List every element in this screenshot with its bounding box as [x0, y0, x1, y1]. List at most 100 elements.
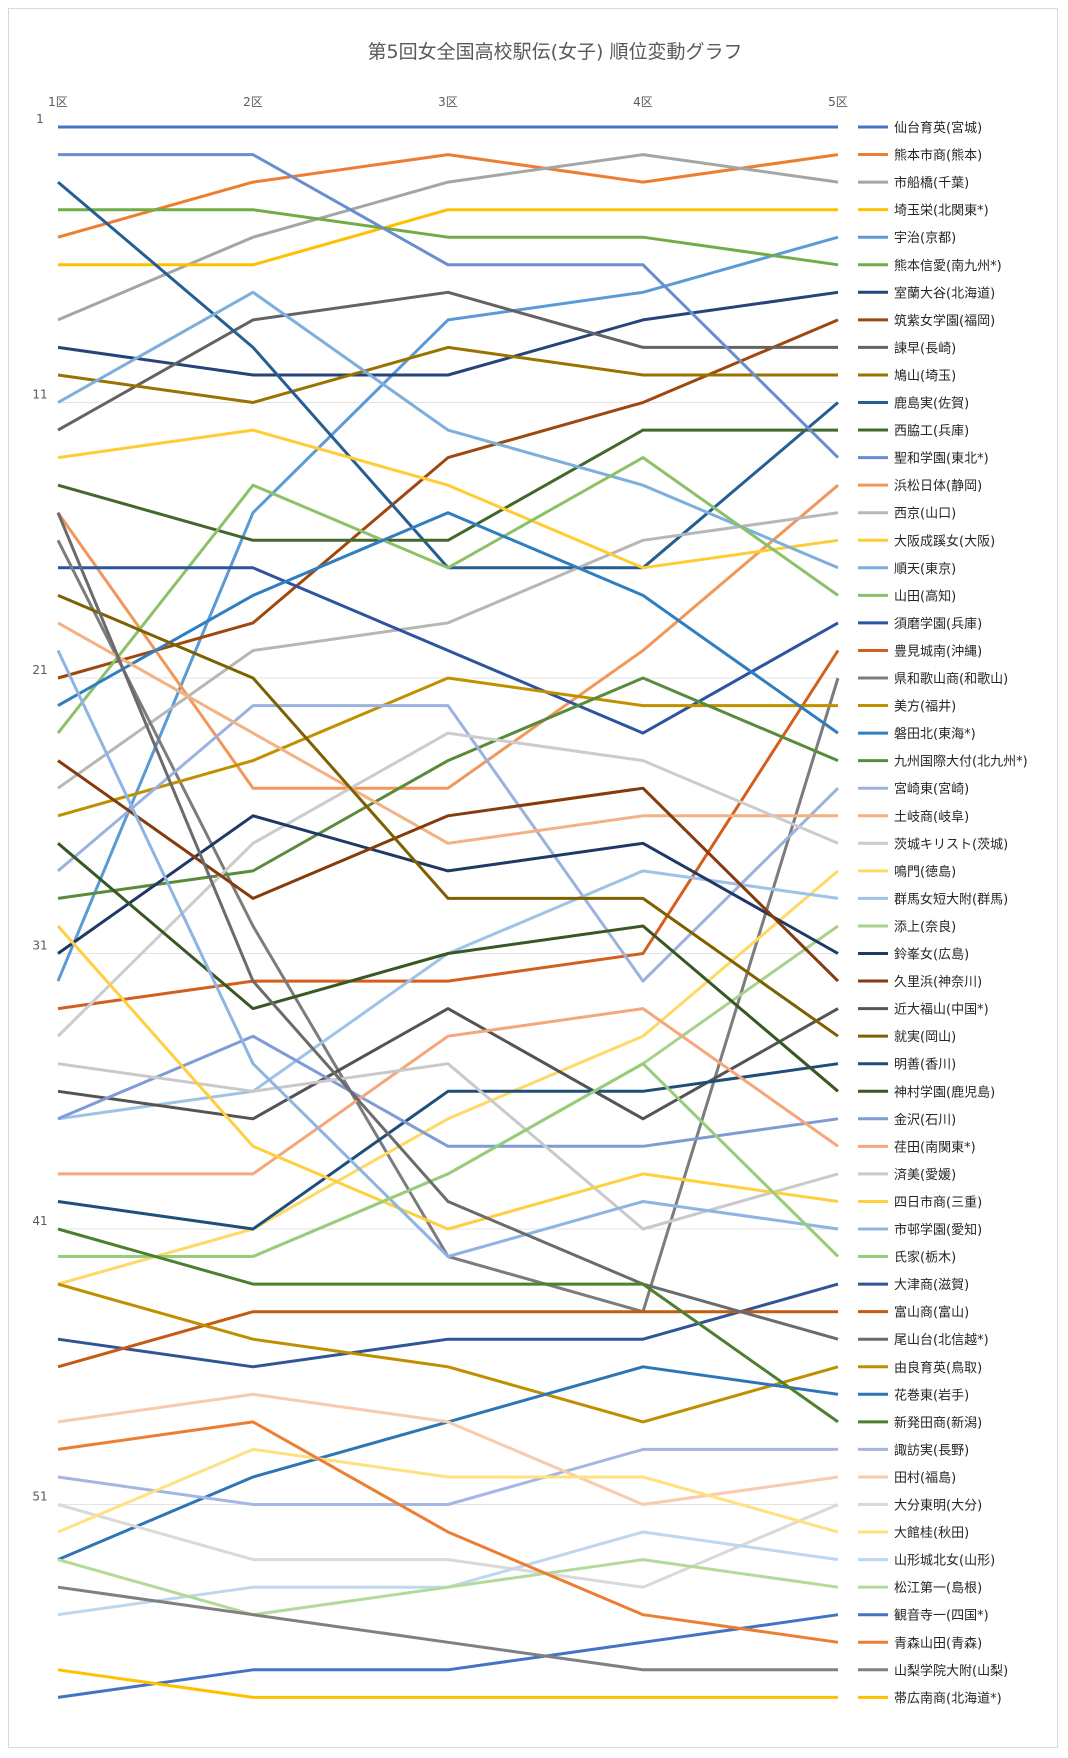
series-line-23: [57, 511, 839, 735]
legend-label: 鳩山(埼玉): [894, 369, 956, 384]
series-line-52: [57, 1447, 839, 1534]
series-line-6: [58, 208, 839, 267]
x-axis-ticks: 1区 2区 3区 4区 5区: [48, 95, 848, 109]
series-line-19: [58, 566, 839, 735]
legend-label: 西脇工(兵庫): [894, 424, 969, 439]
series-line-5: [56, 235, 839, 982]
y-tick-label: 21: [32, 663, 47, 677]
legend: 仙台育英(宮城) 熊本市商(熊本) 市船橋(千葉) 埼玉栄(北関東*) 宇治(京都) 熊本…: [858, 120, 1028, 1706]
series-line-45: [56, 512, 839, 1341]
legend-label: 浜松日体(静岡): [894, 479, 982, 494]
legend-label: 久里浜(神奈川): [894, 975, 982, 990]
legend-label: 宇治(京都): [894, 231, 956, 246]
series-line-56: [57, 1420, 839, 1644]
legend-label: 須磨学園(兵庫): [894, 616, 982, 632]
series-line-26: [57, 621, 838, 845]
series-line-27: [56, 731, 839, 1038]
x-tick-label: 3区: [438, 95, 458, 109]
legend-label: 鳴門(徳島): [894, 865, 956, 880]
legend-label: 青森山田(青森): [894, 1636, 982, 1651]
legend-label: 市邨学園(愛知): [894, 1222, 982, 1238]
series-line-40: [56, 925, 839, 1231]
legend-label: 大分東明(大分): [894, 1498, 982, 1514]
series-line-34: [57, 594, 839, 1038]
legend-label: 山田(高知): [894, 588, 956, 604]
series-line-17: [57, 290, 839, 570]
legend-label: 荏田(南関東*): [894, 1139, 976, 1155]
legend-label: 山形城北女(山形): [894, 1553, 995, 1569]
y-tick-label: 31: [32, 939, 47, 953]
y-tick-label: 1: [36, 112, 44, 126]
chart-title: 第5回女全国高校駅伝(女子) 順位変動グラフ: [368, 41, 743, 63]
series-line-2: [57, 153, 839, 239]
legend-label: 鹿島実(佐賀): [894, 396, 969, 412]
legend-label: 県和歌山商(和歌山): [894, 672, 1008, 687]
legend-label: 筑紫女学園(福岡): [894, 313, 995, 329]
legend-label: 観音寺一(四国*): [894, 1608, 989, 1624]
series-line-25: [57, 704, 840, 983]
x-tick-label: 2区: [243, 95, 263, 109]
series-line-46: [57, 1282, 839, 1424]
series-line-54: [57, 1558, 839, 1617]
legend-label: 新発田商(新潟): [894, 1415, 982, 1431]
series-line-9: [57, 290, 838, 432]
series-line-4: [58, 208, 838, 267]
series-line-38: [58, 1007, 839, 1176]
legend-label: 済美(愛媛): [894, 1167, 956, 1183]
series-line-28: [57, 869, 839, 1286]
series-line-31: [57, 814, 839, 955]
series-line-24: [57, 676, 839, 900]
series-line-32: [57, 759, 840, 983]
legend-label: 大館桂(秋田): [894, 1526, 969, 1541]
x-tick-label: 5区: [828, 95, 848, 109]
series-line-13: [58, 153, 840, 459]
legend-label: 花巻東(岩手): [894, 1387, 969, 1403]
series-line-18: [56, 456, 839, 735]
legend-label: 熊本市商(熊本): [894, 148, 982, 164]
legend-label: 大阪成蹊女(大阪): [894, 533, 995, 549]
legend-label: 豊見城南(沖縄): [894, 643, 982, 659]
series-line-7: [57, 290, 839, 377]
series-line-37: [57, 1034, 839, 1148]
legend-label: 帯広南商(北海道*): [894, 1690, 1002, 1706]
legend-label: 松江第一(島根): [894, 1581, 982, 1596]
legend-label: 西京(山口): [894, 507, 956, 522]
legend-label: 田村(福島): [894, 1471, 956, 1486]
legend-label: 群馬女短大附(群馬): [894, 891, 1008, 907]
legend-label: 就実(岡山): [894, 1029, 956, 1045]
series-line-16: [57, 428, 839, 570]
y-tick-label: 11: [32, 388, 47, 402]
series-line-10: [57, 345, 838, 404]
series-line-12: [57, 428, 838, 542]
legend-label: 諏訪実(長野): [894, 1442, 969, 1458]
series-line-57: [57, 1585, 838, 1672]
y-tick-label: 41: [32, 1214, 47, 1228]
legend-label: 尾山台(北信越*): [894, 1333, 989, 1348]
legend-label: 土岐商(岐阜): [894, 809, 969, 825]
legend-label: 近大福山(中国*): [894, 1003, 989, 1018]
series-line-48: [57, 1227, 839, 1424]
legend-label: 茨城キリスト(茨城): [894, 837, 1008, 852]
legend-label: 山梨学院大附(山梨): [894, 1663, 1008, 1679]
legend-label: 九州国際大付(北九州*): [894, 755, 1028, 770]
series-line-58: [57, 1668, 838, 1699]
legend-label: 神村学園(鹿児島): [894, 1084, 995, 1100]
legend-label: 埼玉栄(北関東*): [894, 203, 989, 219]
series-line-36: [57, 842, 839, 1093]
series-line-49: [57, 1447, 838, 1506]
series-line-35: [57, 1062, 839, 1231]
legend-label: 大津商(滋賀): [894, 1278, 969, 1293]
legend-label: 添上(奈良): [894, 919, 956, 935]
legend-label: 磐田北(東海*): [894, 726, 976, 742]
legend-label: 富山商(富山): [894, 1305, 969, 1321]
legend-label: 熊本信愛(南九州*): [894, 258, 1002, 274]
legend-label: 諫早(長崎): [894, 340, 956, 356]
legend-label: 仙台育英(宮城): [894, 120, 982, 136]
series-line-44: [57, 1310, 838, 1369]
legend-label: 明善(香川): [894, 1057, 956, 1073]
legend-label: 聖和学園(東北*): [894, 451, 989, 467]
legend-label: 氏家(栃木): [894, 1250, 956, 1266]
legend-label: 金沢(石川): [894, 1112, 956, 1128]
